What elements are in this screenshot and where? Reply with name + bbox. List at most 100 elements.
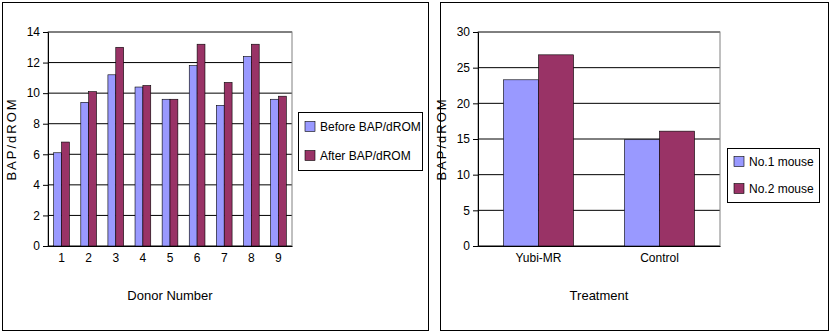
y-tick-mark: [473, 103, 478, 104]
y-tick-label: 0: [33, 239, 40, 253]
y-tick-label: 30: [457, 25, 471, 39]
y-tick: 12: [27, 56, 48, 70]
y-axis-title: BAP/dROM: [434, 97, 449, 180]
x-tick: 6: [194, 246, 201, 265]
bar: [271, 99, 279, 246]
grid: [48, 32, 292, 246]
x-tick: 4: [140, 246, 147, 265]
x-tick-label: 3: [112, 251, 119, 265]
y-tick: 0: [463, 239, 478, 253]
y-tick-mark: [43, 215, 48, 216]
panel-frame: [3, 3, 429, 331]
x-tick: Yubi-MR: [515, 246, 561, 265]
y-tick-mark: [43, 124, 48, 125]
bar: [197, 44, 205, 246]
x-axis: 1 2 3 4 5 6 7 8 9: [49, 246, 293, 265]
x-axis: Yubi-MR Control: [479, 246, 721, 265]
plot-frame: [478, 32, 720, 246]
x-tick: 7: [221, 246, 228, 265]
y-tick-mark: [43, 93, 48, 94]
x-tick: 8: [248, 246, 255, 265]
grid: [478, 32, 720, 246]
panel-frame: [441, 3, 829, 331]
plot-frame: [48, 32, 292, 246]
bar: [81, 102, 89, 246]
x-tick-label: 4: [140, 251, 147, 265]
bar: [143, 86, 151, 247]
x-axis-title: Treatment: [570, 288, 629, 303]
y-tick-label: 15: [457, 132, 471, 146]
x-tick: 5: [167, 246, 174, 265]
bar: [162, 99, 170, 246]
y-tick-label: 6: [33, 148, 40, 162]
bar: [189, 66, 197, 246]
bar: [224, 82, 232, 246]
y-tick: 15: [457, 132, 478, 146]
x-tick: 9: [275, 246, 282, 265]
y-tick: 8: [33, 117, 48, 131]
y-axis: 0 5 10 15 20 25 30: [457, 25, 479, 253]
x-tick-label: 7: [221, 251, 228, 265]
bar: [108, 75, 116, 246]
bar: [251, 44, 259, 246]
legend-frame: [728, 149, 820, 203]
bar: [62, 142, 70, 246]
x-tick-label: Control: [640, 251, 679, 265]
y-tick-mark: [473, 175, 478, 176]
x-tick-label: 1: [58, 251, 65, 265]
legend: No.1 mouse No.2 mouse: [728, 149, 820, 203]
y-tick: 4: [33, 178, 48, 192]
y-tick-label: 14: [27, 25, 41, 39]
x-tick-label: 5: [167, 251, 174, 265]
y-tick: 30: [457, 25, 478, 39]
y-tick-label: 0: [463, 239, 470, 253]
y-tick: 0: [33, 239, 48, 253]
legend-label: No.2 mouse: [749, 182, 814, 196]
y-tick-mark: [473, 32, 478, 33]
bars: [503, 55, 694, 246]
legend-swatch: [305, 122, 315, 132]
figure: 02468101214123456789Donor NumberBAP/dROM…: [0, 0, 832, 335]
bar: [503, 80, 538, 246]
chart-panel: 0 5 10 15 20 25 30 Yubi-MR Control Treatment BAP/d…: [434, 3, 829, 331]
bars: [54, 44, 287, 246]
x-tick-label: 6: [194, 251, 201, 265]
legend-label: No.1 mouse: [749, 155, 814, 169]
x-tick: Control: [640, 246, 679, 265]
y-tick-mark: [473, 210, 478, 211]
y-tick-label: 8: [33, 117, 40, 131]
y-axis-line: [473, 33, 479, 247]
y-tick-mark: [43, 154, 48, 155]
y-tick: 2: [33, 209, 48, 223]
y-axis: 0 2 4 6 8 10 12 14: [27, 25, 49, 253]
y-tick-label: 20: [457, 97, 471, 111]
bar: [278, 96, 286, 246]
y-axis-line: [43, 33, 49, 247]
y-tick: 10: [457, 168, 478, 182]
x-tick-label: 2: [85, 251, 92, 265]
grid-line: [478, 67, 720, 68]
x-tick: 2: [85, 246, 92, 265]
y-tick-mark: [43, 32, 48, 33]
y-tick: 20: [457, 97, 478, 111]
y-tick: 10: [27, 86, 48, 100]
legend-swatch: [734, 157, 744, 167]
x-axis-line: [479, 246, 721, 247]
y-tick-label: 25: [457, 61, 471, 75]
y-tick-label: 12: [27, 56, 41, 70]
bar: [624, 140, 659, 246]
y-tick: 25: [457, 61, 478, 75]
y-tick-label: 10: [27, 86, 41, 100]
legend-swatch: [734, 184, 744, 194]
legend-label: Before BAP/dROM: [320, 120, 421, 134]
y-tick-label: 4: [33, 178, 40, 192]
bar: [89, 92, 97, 246]
legend-swatch: [305, 151, 315, 161]
legend: Before BAP/dROMAfter BAP/dROM: [299, 113, 423, 171]
bar: [539, 55, 574, 246]
bar: [243, 56, 251, 246]
bar: [116, 47, 124, 246]
y-tick-mark: [473, 139, 478, 140]
y-tick: 5: [463, 204, 478, 218]
y-tick: 14: [27, 25, 48, 39]
